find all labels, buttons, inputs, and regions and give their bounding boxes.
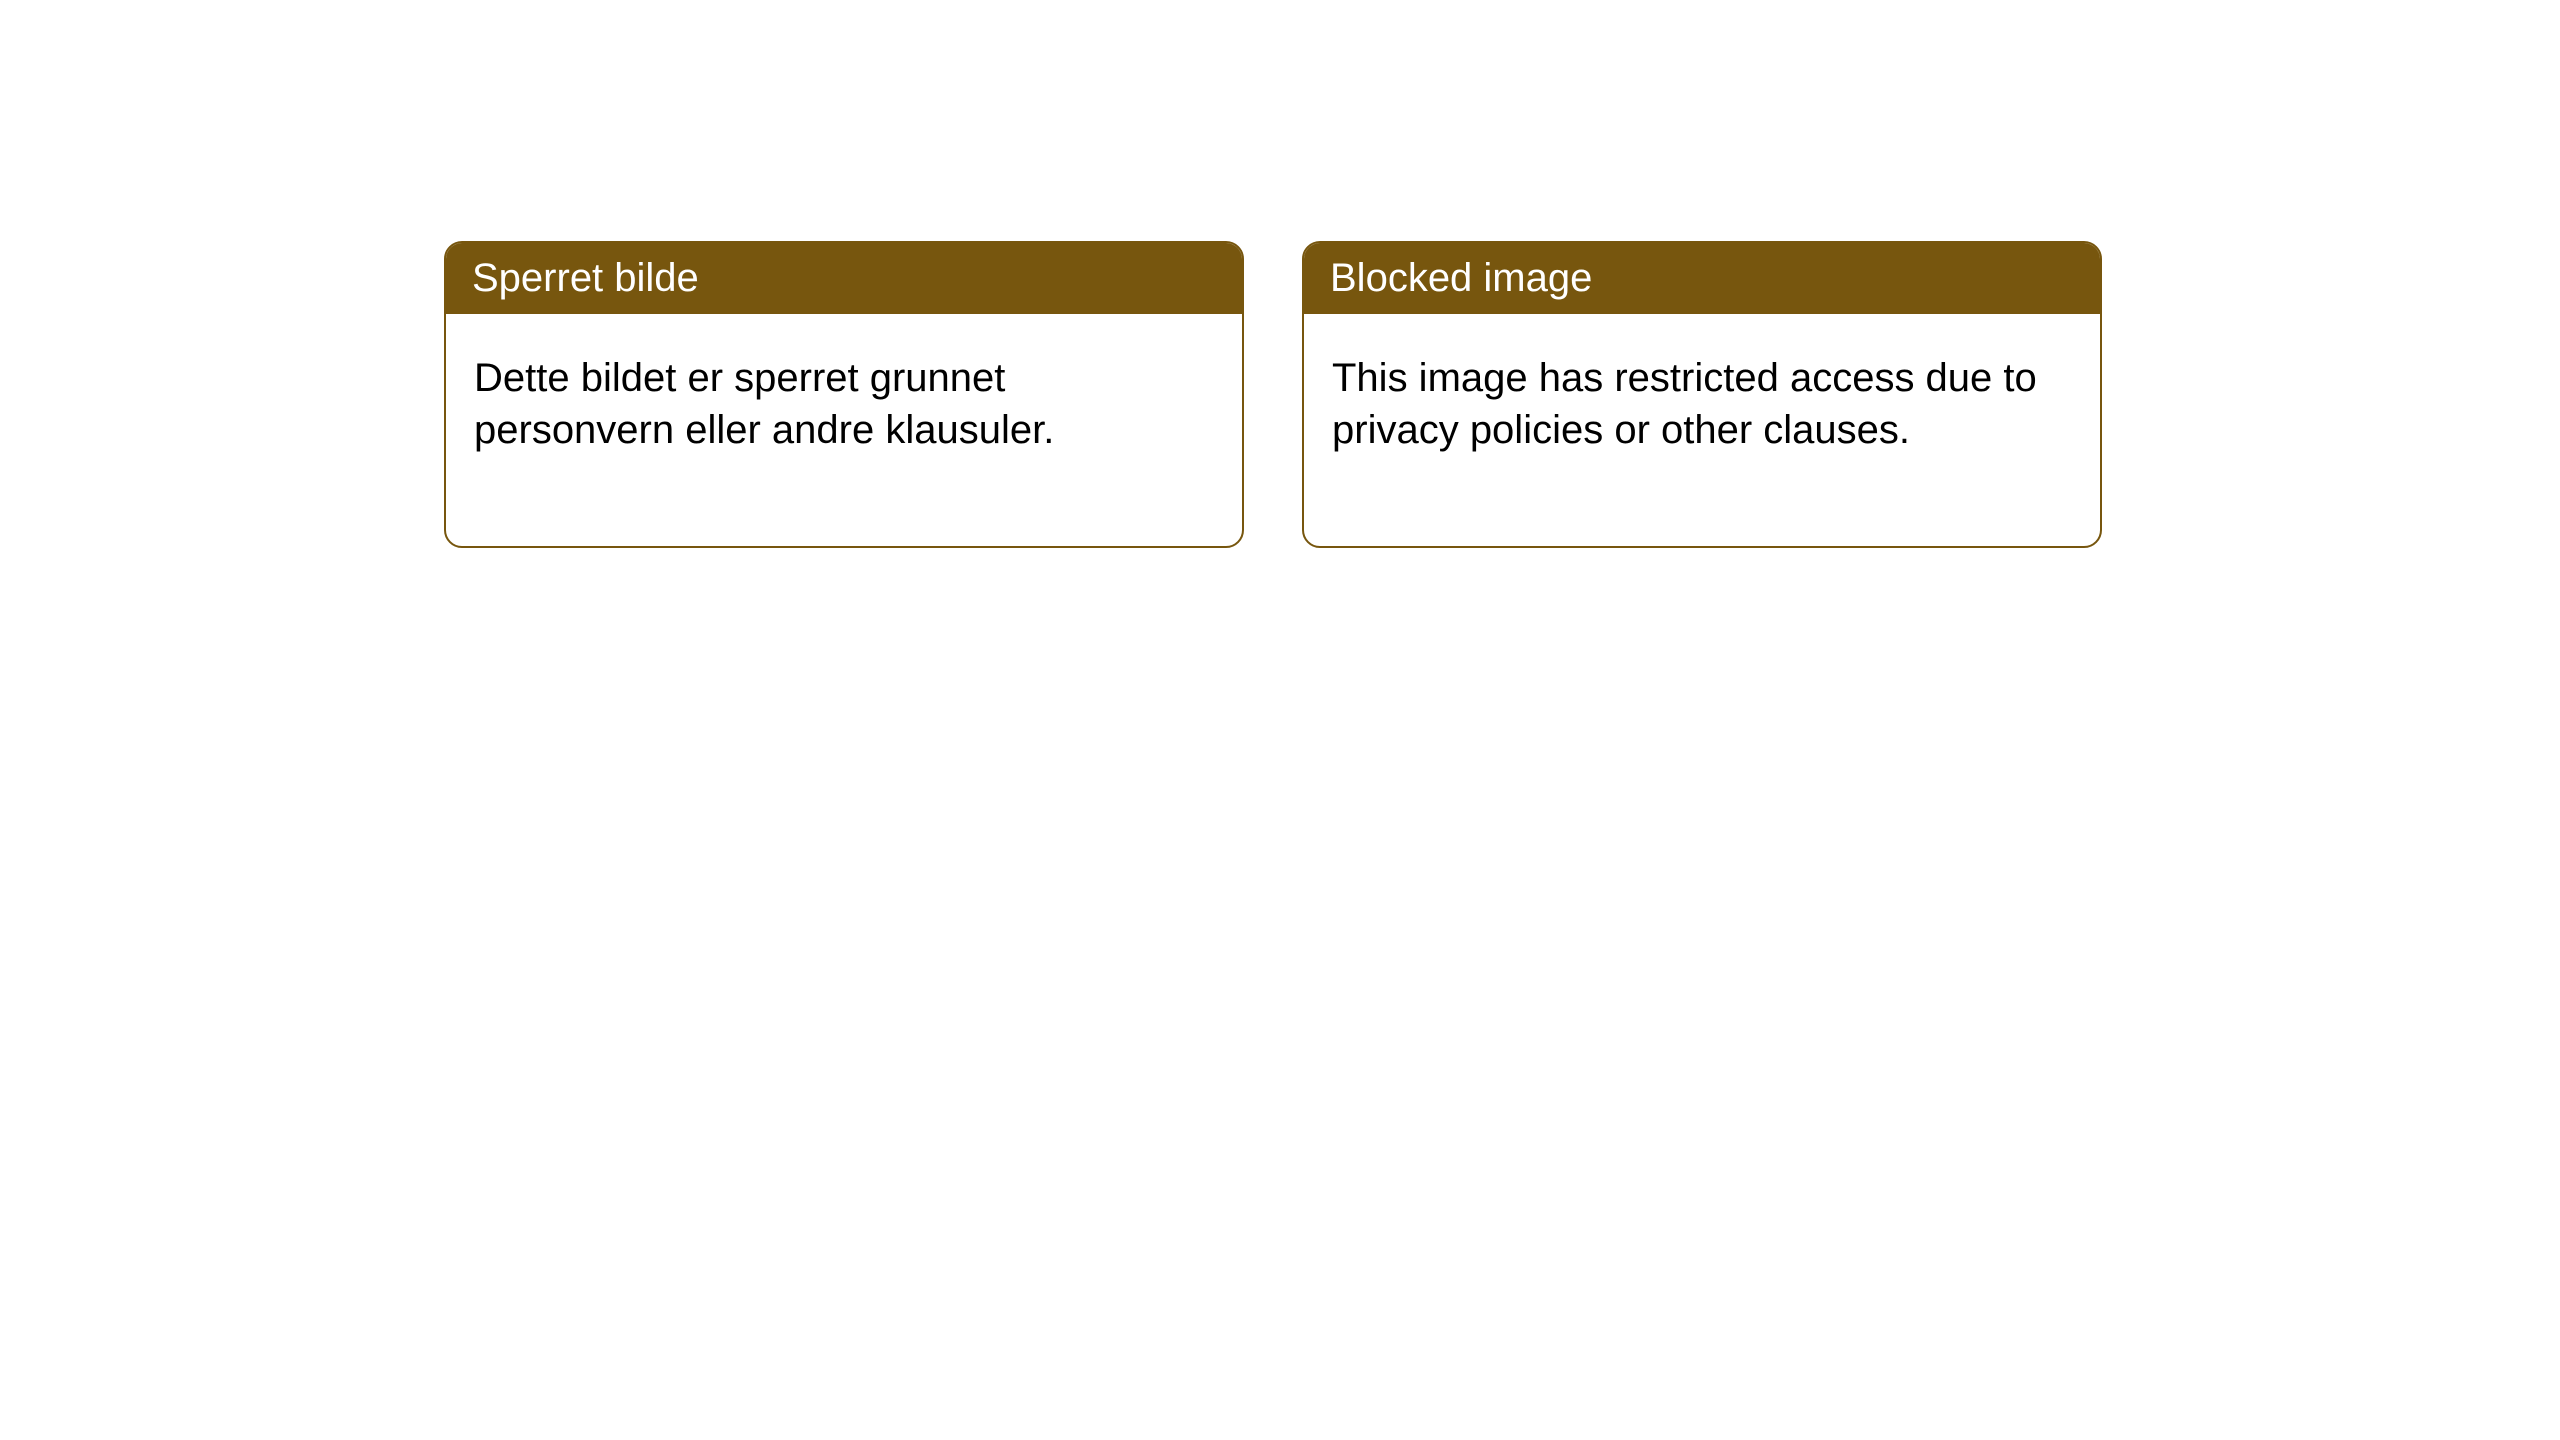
notice-card-header: Sperret bilde (446, 243, 1242, 314)
notice-card-norwegian: Sperret bilde Dette bildet er sperret gr… (444, 241, 1244, 548)
notice-card-header: Blocked image (1304, 243, 2100, 314)
notice-card-body: This image has restricted access due to … (1304, 314, 2100, 546)
notice-card-title: Sperret bilde (472, 256, 699, 300)
notice-card-english: Blocked image This image has restricted … (1302, 241, 2102, 548)
notice-card-text: Dette bildet er sperret grunnet personve… (474, 356, 1054, 452)
notice-container: Sperret bilde Dette bildet er sperret gr… (0, 0, 2560, 548)
notice-card-text: This image has restricted access due to … (1332, 356, 2037, 452)
notice-card-title: Blocked image (1330, 256, 1592, 300)
notice-card-body: Dette bildet er sperret grunnet personve… (446, 314, 1242, 546)
